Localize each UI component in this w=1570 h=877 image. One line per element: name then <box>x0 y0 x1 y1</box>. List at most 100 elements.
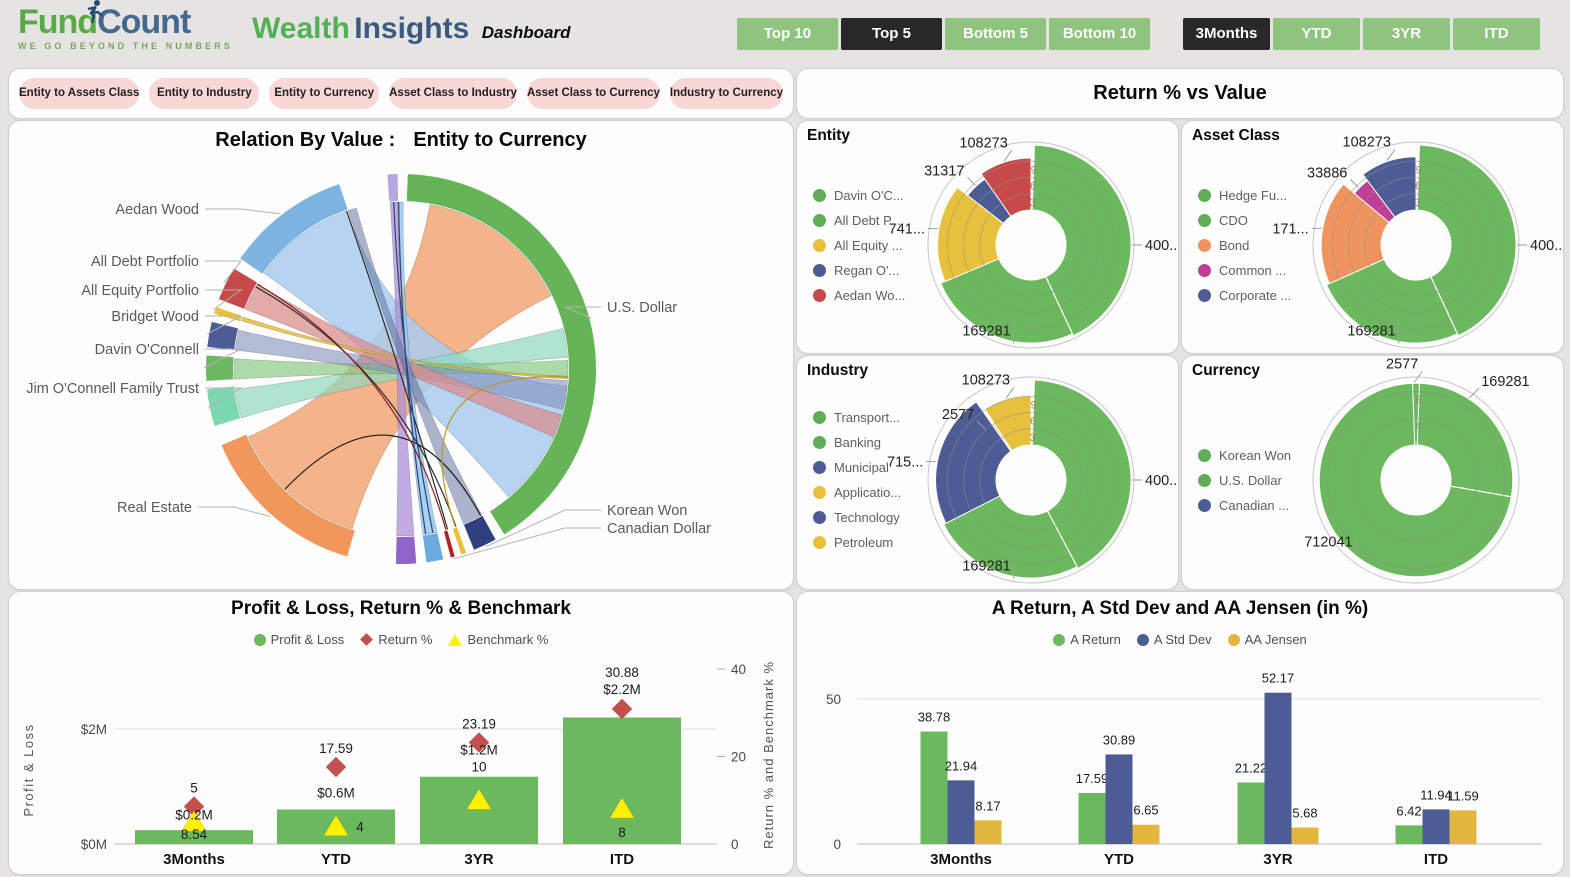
chord-arc-real-estate[interactable] <box>221 434 355 557</box>
donut-slice-currency-712041[interactable] <box>1318 382 1512 578</box>
donut-slice-industry-108273[interactable] <box>984 395 1032 452</box>
legend-item-canadian[interactable]: Canadian ... <box>1198 497 1289 513</box>
risk-bar-a-std-dev-3months[interactable] <box>947 780 975 844</box>
legend-item-technology[interactable]: Technology <box>813 510 900 526</box>
legend-item-all-debt-p[interactable]: All Debt P... <box>813 212 901 228</box>
donut-ring-label: 9 <box>1031 164 1037 176</box>
risk-bar-a-std-dev-3yr[interactable] <box>1264 692 1292 844</box>
donut-ring <box>979 193 1083 297</box>
legend-item-all-equity[interactable]: All Equity ... <box>813 237 903 253</box>
donut-slice-asset_class-169281[interactable] <box>1325 258 1459 344</box>
legend-item-return[interactable]: Return % <box>360 632 432 647</box>
chord-arc-jim-o-connell-family-trust[interactable] <box>207 386 241 427</box>
period-button-3yr[interactable]: 3YR <box>1363 18 1450 50</box>
legend-item-korean-won[interactable]: Korean Won <box>1198 447 1291 463</box>
risk-bar-aa-jensen-3months[interactable] <box>974 820 1002 844</box>
risk-value-label: 17.59 <box>1076 771 1109 786</box>
chord-arc-minor-lightblue[interactable] <box>422 533 444 563</box>
legend-swatch <box>1198 288 1211 302</box>
chord-arc-korean-won[interactable] <box>463 515 496 550</box>
relation-tab-entity-to-currency[interactable]: Entity to Currency <box>269 78 380 109</box>
rank-button-bottom-5[interactable]: Bottom 5 <box>945 18 1046 50</box>
legend-item-aa-jensen[interactable]: AA Jensen <box>1227 632 1307 647</box>
chord-arc-minor-lavender[interactable] <box>387 174 399 202</box>
pnl-bar-itd[interactable] <box>563 717 681 845</box>
rank-button-top-5[interactable]: Top 5 <box>841 18 942 50</box>
donut-ring <box>1348 177 1484 313</box>
chord-arc-aedan-wood[interactable] <box>240 184 348 274</box>
period-button-ytd[interactable]: YTD <box>1273 18 1360 50</box>
legend-item-petroleum[interactable]: Petroleum <box>813 535 893 551</box>
chord-arc-u-s-dollar[interactable] <box>406 174 597 535</box>
risk-bar-a-return-ytd[interactable] <box>1078 792 1106 844</box>
risk-bar-a-std-dev-itd[interactable] <box>1422 809 1450 844</box>
legend-item-u-s-dollar[interactable]: U.S. Dollar <box>1198 472 1282 488</box>
benchmark-triangle-3months[interactable] <box>181 810 207 832</box>
donut-slice-currency-2577[interactable] <box>1412 382 1420 446</box>
donut-callout-leader <box>976 420 986 430</box>
donut-slice-industry-715...[interactable] <box>935 401 1012 525</box>
donut-callout-171...: 171... <box>1272 221 1308 237</box>
donut-slice-industry-169281[interactable] <box>942 495 1078 579</box>
return-diamond-itd[interactable] <box>611 698 633 720</box>
donut-slice-currency-169281[interactable] <box>1416 382 1514 498</box>
donut-slice-asset_class-171...[interactable] <box>1320 183 1390 285</box>
period-filter-group: 3Months YTD 3YR ITD <box>1183 18 1540 50</box>
chord-arc-minor-purple[interactable] <box>395 536 417 564</box>
legend-item-a-return[interactable]: A Return <box>1053 632 1121 647</box>
chord-arc-davin-o-connell[interactable] <box>205 355 234 381</box>
legend-item-hedge-fu[interactable]: Hedge Fu... <box>1198 187 1287 203</box>
relation-tab-entity-to-industry[interactable]: Entity to Industry <box>149 78 260 109</box>
legend-item-common[interactable]: Common ... <box>1198 262 1286 278</box>
legend-swatch <box>1198 188 1211 202</box>
legend-item-aedan-wo[interactable]: Aedan Wo... <box>813 287 905 303</box>
chord-arc-all-equity-portfolio[interactable] <box>214 307 242 322</box>
chord-arc-minor-yellow[interactable] <box>452 527 467 555</box>
return-diamond-ytd[interactable] <box>325 756 347 778</box>
risk-bar-a-return-3months[interactable] <box>920 731 948 844</box>
legend-item-banking[interactable]: Banking <box>813 435 881 451</box>
return-diamond-3yr[interactable] <box>468 732 490 753</box>
chord-arc-canadian-dollar[interactable] <box>443 530 455 558</box>
benchmark-triangle-ytd[interactable] <box>323 815 349 836</box>
legend-item-regan-o[interactable]: Regan O'... <box>813 262 899 278</box>
legend-label: Regan O'... <box>834 262 900 278</box>
pnl-chart-panel: $0M $2M Profit & Loss 0 20 40 Return % and Ben… <box>8 591 794 875</box>
relation-tab-asset-class-to-currency[interactable]: Asset Class to Currency <box>526 78 660 109</box>
legend-item-applicatio[interactable]: Applicatio... <box>813 485 901 501</box>
relation-tab-asset-class-to-industry[interactable]: Asset Class to Industry <box>389 78 517 109</box>
legend-item-municipal[interactable]: Municipal <box>813 460 889 476</box>
legend-item-benchmark[interactable]: Benchmark % <box>448 632 548 647</box>
rank-button-top-10[interactable]: Top 10 <box>737 18 838 50</box>
donut-slice-entity-108273[interactable] <box>980 157 1032 218</box>
donut-slice-entity-169281[interactable] <box>940 258 1074 344</box>
chord-arc-bridget-wood[interactable] <box>207 321 238 350</box>
legend-item-transport[interactable]: Transport... <box>813 410 900 426</box>
legend-item-corporate[interactable]: Corporate ... <box>1198 287 1291 303</box>
legend-item-a-std-dev[interactable]: A Std Dev <box>1136 632 1212 647</box>
risk-bar-a-std-dev-ytd[interactable] <box>1105 754 1133 844</box>
risk-bar-a-return-3yr[interactable] <box>1237 782 1265 844</box>
pnl-bar-3yr[interactable] <box>420 776 538 844</box>
legend-item-profit-loss[interactable]: Profit & Loss <box>253 632 344 647</box>
donut-ring-label: 8 <box>1416 394 1422 406</box>
relation-tab-industry-to-currency[interactable]: Industry to Currency <box>669 78 784 109</box>
risk-bar-a-return-itd[interactable] <box>1395 825 1423 844</box>
benchmark-triangle-itd[interactable] <box>609 797 635 819</box>
period-button-itd[interactable]: ITD <box>1453 18 1540 50</box>
relation-tab-entity-to-assets-class[interactable]: Entity to Assets Class <box>19 78 140 109</box>
risk-bar-aa-jensen-itd[interactable] <box>1449 810 1477 844</box>
benchmark-triangle-3yr[interactable] <box>466 788 492 810</box>
risk-value-label: 21.22 <box>1235 760 1268 775</box>
legend-swatch <box>813 536 826 549</box>
pnl-bar-3months[interactable] <box>135 830 253 844</box>
period-button-3months[interactable]: 3Months <box>1183 18 1270 50</box>
rank-button-bottom-10[interactable]: Bottom 10 <box>1049 18 1150 50</box>
risk-bar-aa-jensen-3yr[interactable] <box>1291 827 1319 844</box>
donut-ring-label: 4 <box>1415 421 1421 433</box>
legend-item-bond[interactable]: Bond <box>1198 237 1249 253</box>
legend-item-davin-o-c[interactable]: Davin O'C... <box>813 187 904 203</box>
risk-bar-aa-jensen-ytd[interactable] <box>1132 824 1160 844</box>
legend-item-cdo[interactable]: CDO <box>1198 212 1248 228</box>
donut-callout-400...: 400... <box>1530 238 1563 254</box>
